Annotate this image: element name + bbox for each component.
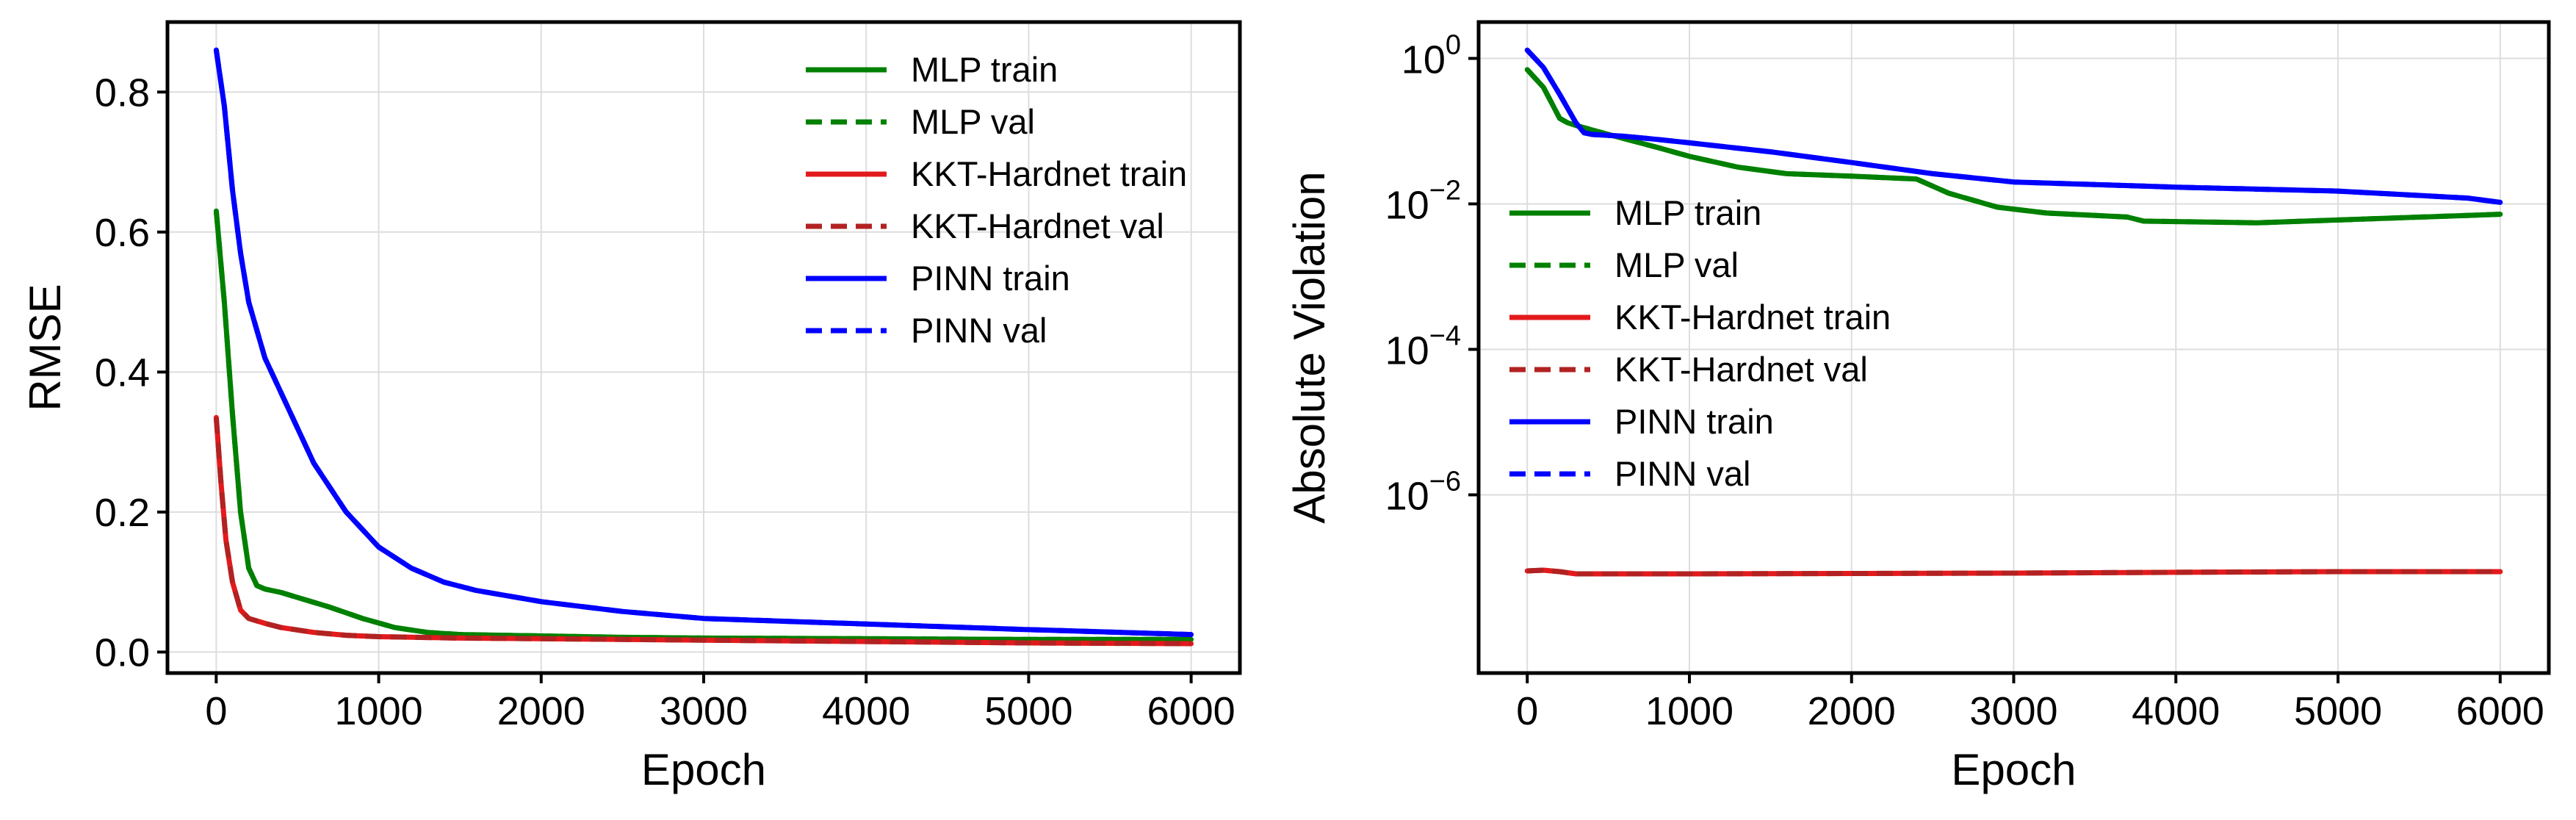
- legend: MLP train MLP val KKT-Hardnet train KKT-Har…: [806, 50, 1187, 350]
- y-tick-label: 100: [1401, 29, 1461, 82]
- y-tick-label: 0.6: [95, 211, 150, 255]
- x-axis-label: Epoch: [1951, 745, 2076, 794]
- y-tick-label: 0.2: [95, 491, 150, 535]
- series-line-kkt-hardnet-val: [1527, 567, 2500, 577]
- x-tick-label: 6000: [1147, 689, 1235, 733]
- x-tick-label: 0: [205, 689, 227, 733]
- legend-entry: PINN val: [1614, 454, 1750, 493]
- x-axis-label: Epoch: [641, 745, 766, 794]
- legend-entry: PINN train: [1614, 402, 1774, 441]
- x-tick-label: 5000: [2294, 689, 2382, 733]
- y-tick-exponent: −4: [1429, 320, 1461, 351]
- y-axis-label: RMSE: [21, 284, 70, 411]
- x-tick-label: 1000: [335, 689, 423, 733]
- y-tick-label: 10−6: [1385, 466, 1461, 518]
- series-line-mlp-val: [213, 210, 1191, 642]
- x-tick-label: 4000: [822, 689, 910, 733]
- y-tick-exponent: −6: [1429, 466, 1461, 497]
- y-tick-label: 0.8: [95, 71, 150, 115]
- legend-entry: MLP train: [911, 50, 1058, 89]
- series-line-mlp-val: [1525, 68, 2500, 226]
- legend-entry: MLP val: [1614, 245, 1739, 284]
- x-tick-label: 1000: [1645, 689, 1733, 733]
- y-tick-base: 10: [1385, 183, 1429, 227]
- series-group: [1524, 47, 2503, 577]
- y-tick-exponent: 0: [1446, 29, 1461, 60]
- x-tick-label: 6000: [2456, 689, 2544, 733]
- legend-entry: KKT-Hardnet train: [911, 154, 1187, 193]
- series-group: [213, 47, 1194, 647]
- legend-entry: KKT-Hardnet train: [1614, 298, 1891, 337]
- x-tick-label: 4000: [2132, 689, 2220, 733]
- x-tick-label: 3000: [1969, 689, 2057, 733]
- x-tick-label: 3000: [660, 689, 748, 733]
- legend-entry: KKT-Hardnet val: [1614, 350, 1868, 389]
- y-tick-base: 10: [1385, 474, 1429, 518]
- rmse-chart: 0 1000 2000 3000 4000 5000 6000 0.0 0.2 0.4 0.6 0.8…: [21, 20, 1242, 794]
- legend-entry: PINN val: [911, 311, 1047, 350]
- legend-entry: MLP train: [1614, 193, 1761, 232]
- y-tick-base: 10: [1385, 328, 1429, 373]
- series-line-pinn-val: [1525, 48, 2501, 205]
- x-tick-label: 2000: [497, 689, 585, 733]
- y-tick-exponent: −2: [1429, 175, 1461, 206]
- x-tick-label: 5000: [984, 689, 1072, 733]
- legend: MLP train MLP val KKT-Hardnet train KKT-Har…: [1509, 193, 1891, 493]
- y-tick-label: 10−4: [1385, 320, 1461, 373]
- series-line-pinn-val: [213, 49, 1191, 638]
- violation-chart: 0 1000 2000 3000 4000 5000 600010010−210−410−6…: [1285, 20, 2551, 794]
- legend-entry: PINN train: [911, 259, 1070, 298]
- legend-entry: KKT-Hardnet val: [911, 206, 1164, 245]
- series-line-kkt-hardnet-val: [213, 417, 1191, 647]
- x-tick-label: 0: [1516, 689, 1538, 733]
- x-tick-label: 2000: [1808, 689, 1896, 733]
- y-tick-label: 0.0: [95, 630, 150, 675]
- y-tick-label: 10−2: [1385, 175, 1461, 227]
- legend-entry: MLP val: [911, 102, 1035, 141]
- y-axis-label: Absolute Violation: [1285, 171, 1334, 523]
- y-tick-base: 10: [1401, 37, 1446, 82]
- y-tick-label: 0.4: [95, 350, 150, 395]
